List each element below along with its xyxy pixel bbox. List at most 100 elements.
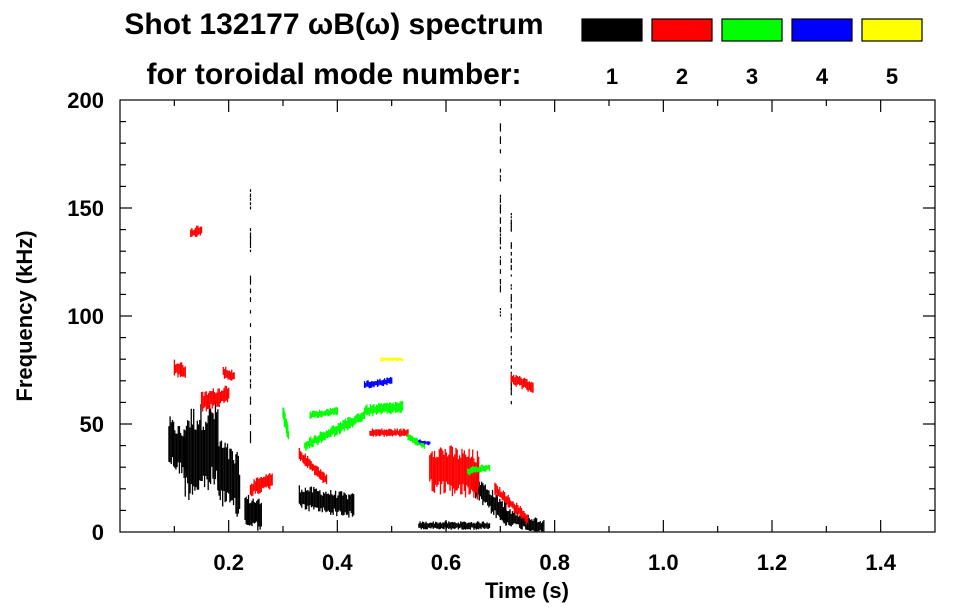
spectrum-mark xyxy=(327,408,329,417)
spectrum-mark xyxy=(420,440,422,443)
spectrum-mark xyxy=(287,424,289,438)
spectrum-mark xyxy=(505,496,507,503)
spectrum-mark xyxy=(490,495,492,514)
spectrum-mark xyxy=(260,476,262,492)
spectrum-mark xyxy=(499,204,502,209)
spectrum-mark xyxy=(515,515,517,525)
spectrum-mark xyxy=(421,440,424,444)
spectrum-mark xyxy=(510,365,512,369)
spectrum-mark xyxy=(478,467,480,472)
spectrum-mark xyxy=(255,477,258,492)
spectrum-mark xyxy=(510,303,512,309)
spectrum-mark xyxy=(336,497,338,517)
spectrum-mark xyxy=(399,401,401,414)
spectrum-mark xyxy=(218,446,220,496)
spectrum-mark xyxy=(368,381,370,389)
spectrum-mark xyxy=(249,323,252,327)
spectrum-mark xyxy=(499,230,502,233)
spectrum-mark xyxy=(334,490,337,512)
legend-swatch-mode-1 xyxy=(581,18,643,42)
spectrum-mark xyxy=(467,522,469,530)
spectrum-mark xyxy=(249,396,252,401)
spectrum-mark xyxy=(425,521,427,530)
spectrum-mark xyxy=(337,495,339,512)
spectrum-mark xyxy=(343,420,345,432)
spectrum-mark xyxy=(431,451,433,491)
spectrum-mark xyxy=(205,391,207,412)
spectrum-mark xyxy=(510,216,512,219)
legend-label-mode-2: 2 xyxy=(676,64,688,89)
spectrum-mark xyxy=(479,523,481,529)
spectrum-mark xyxy=(287,431,290,440)
spectrum-mark xyxy=(191,228,193,237)
spectrum-mark xyxy=(321,471,323,480)
spectrum-mark xyxy=(390,429,393,436)
spectrum-mark xyxy=(485,523,487,528)
spectrum-mark xyxy=(489,494,491,506)
mode-3-feature xyxy=(282,407,290,440)
spectrum-mark xyxy=(515,374,517,387)
spectrum-mark xyxy=(298,485,300,504)
spectrum-mark xyxy=(182,364,184,377)
spectrum-mark xyxy=(531,519,533,531)
spectrum-mark xyxy=(391,403,393,414)
spectrum-mark xyxy=(377,429,379,436)
spectrum-mark xyxy=(219,441,221,501)
spectrum-mark xyxy=(509,500,512,507)
spectrum-mark xyxy=(256,500,258,522)
spectrum-mark xyxy=(328,494,331,513)
spectrum-mark xyxy=(308,458,310,467)
spectrum-mark xyxy=(345,420,348,429)
spectrum-mark xyxy=(510,400,512,405)
spectrum-mark xyxy=(385,379,387,385)
mode-1-feature xyxy=(499,123,502,317)
spectrum-mark xyxy=(314,489,316,508)
spectrum-mark xyxy=(393,430,395,436)
spectrum-mark xyxy=(385,429,388,437)
spectrum-mark xyxy=(378,429,381,437)
spectrum-mark xyxy=(499,314,502,317)
spectrum-mark xyxy=(253,479,255,492)
spectrum-mark xyxy=(499,239,502,245)
spectrum-mark xyxy=(169,416,171,463)
spectrum-mark xyxy=(177,363,179,378)
spectrum-mark xyxy=(455,447,457,491)
spectrum-mark xyxy=(516,375,518,385)
spectrum-mark xyxy=(258,498,260,527)
spectrum-mark xyxy=(399,357,401,361)
y-tick-label: 200 xyxy=(67,88,104,113)
spectrum-mark xyxy=(226,388,229,403)
spectrum-mark xyxy=(356,413,359,423)
spectrum-mark xyxy=(424,523,426,530)
spectrum-mark xyxy=(382,430,384,436)
spectrum-mark xyxy=(454,454,456,494)
spectrum-mark xyxy=(249,379,252,383)
spectrum-mark xyxy=(503,509,505,524)
spectrum-mark xyxy=(319,409,321,417)
spectrum-mark xyxy=(499,123,502,128)
spectrum-mark xyxy=(316,411,318,419)
spectrum-mark xyxy=(249,288,252,294)
spectrum-mark xyxy=(528,518,531,531)
spectrum-mark xyxy=(381,380,383,386)
spectrum-mark xyxy=(495,494,497,519)
spectrum-mark xyxy=(270,474,272,486)
spectrum-mark xyxy=(426,441,428,445)
spectrum-mark xyxy=(282,407,284,418)
spectrum-mark xyxy=(322,411,324,416)
spectrum-mark xyxy=(217,388,219,407)
spectrum-mark xyxy=(501,492,503,501)
spectrum-mark xyxy=(503,491,506,503)
spectrum-mark xyxy=(467,468,469,474)
spectrum-mark xyxy=(532,382,534,393)
spectrum-mark xyxy=(510,381,512,386)
spectrum-mark xyxy=(424,440,426,445)
spectrum-mark xyxy=(522,515,524,527)
spectrum-mark xyxy=(200,226,203,234)
spectrum-mark xyxy=(420,441,422,447)
spectrum-mark xyxy=(328,429,330,437)
spectrum-mark xyxy=(400,401,403,413)
spectrum-mark xyxy=(466,523,468,529)
spectrum-mark xyxy=(217,440,219,482)
spectrum-mark xyxy=(251,500,253,527)
